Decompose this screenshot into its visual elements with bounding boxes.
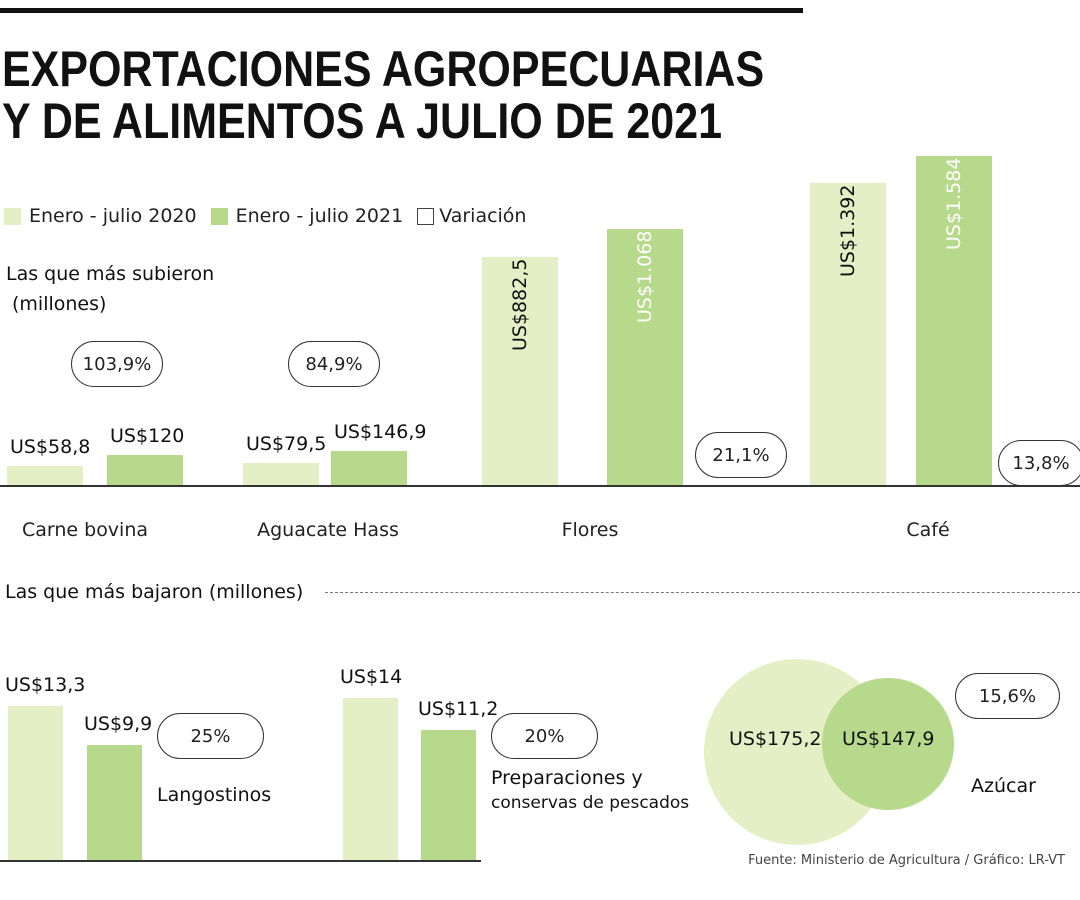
value-label: US$58,8 (10, 436, 91, 459)
legend-label: Enero - julio 2020 (29, 205, 197, 227)
variation-pill: 20% (491, 713, 598, 759)
legend-label: Variación (439, 205, 527, 227)
value-label: US$79,5 (246, 432, 327, 455)
value-label: US$13,3 (5, 673, 86, 696)
value-label: US$1.068 (634, 230, 656, 324)
legend-item-2020: Enero - julio 2020 (4, 205, 197, 227)
value-label: US$9,9 (84, 713, 153, 736)
legend: Enero - julio 2020 Enero - julio 2021 Va… (4, 205, 540, 227)
bar-2021 (421, 730, 476, 860)
variation-pill: 25% (157, 713, 264, 759)
value-label: US$147,9 (842, 728, 935, 750)
category-label: Flores (561, 519, 619, 541)
bar-2021 (107, 455, 183, 485)
variation-pill: 21,1% (695, 432, 787, 478)
bar-2020 (243, 462, 319, 485)
value-label: US$1.584 (943, 157, 965, 251)
legend-item-2021: Enero - julio 2021 (210, 205, 404, 227)
section-down-label: Las que más bajaron (millones) (5, 581, 304, 603)
variation-pill: 15,6% (955, 673, 1060, 719)
bar-2020 (343, 697, 398, 860)
bar-2021 (331, 450, 407, 485)
bar-2021 (87, 745, 142, 860)
section-up-label: Las que más subieron (6, 263, 215, 285)
value-label: US$11,2 (418, 698, 499, 721)
variation-pill: 84,9% (288, 341, 380, 387)
bar-2021 (607, 229, 683, 485)
title-line-1: EXPORTACIONES AGROPECUARIAS (2, 41, 765, 97)
category-label: Langostinos (157, 784, 272, 806)
bar-2020 (7, 466, 83, 485)
source-note: Fuente: Ministerio de Agricultura / Gráf… (748, 853, 1065, 868)
legend-swatch-2021 (210, 207, 228, 225)
value-label: US$882,5 (509, 258, 531, 351)
bottom-baseline (0, 860, 481, 862)
top-baseline (0, 485, 1080, 487)
bar-2020 (482, 256, 558, 485)
circle-2021 (822, 678, 954, 810)
category-label: Preparaciones y (491, 767, 643, 789)
value-label: US$120 (110, 425, 185, 448)
category-label: Azúcar (971, 775, 1036, 797)
value-label: US$14 (340, 665, 403, 688)
top-rule (0, 8, 803, 13)
value-label: US$175,2 (729, 728, 822, 750)
bar-2021 (916, 156, 992, 485)
legend-item-variation: Variación (417, 205, 526, 227)
category-label: conservas de pescados (491, 793, 690, 813)
category-label: Café (906, 519, 950, 541)
legend-swatch-variation (417, 207, 435, 225)
variation-pill: 13,8% (998, 440, 1080, 486)
legend-label: Enero - julio 2021 (235, 205, 404, 227)
section-divider (325, 592, 1080, 593)
value-label: US$146,9 (334, 420, 427, 443)
category-label: Aguacate Hass (257, 519, 399, 541)
variation-pill: 103,9% (71, 341, 163, 387)
title-line-2: Y DE ALIMENTOS A JULIO DE 2021 (2, 93, 723, 149)
section-up-unit: (millones) (12, 293, 107, 315)
bar-2020 (8, 705, 63, 860)
category-label: Carne bovina (21, 519, 149, 541)
bar-2020 (810, 182, 886, 485)
value-label: US$1.392 (837, 184, 859, 277)
legend-swatch-2020 (4, 207, 21, 225)
